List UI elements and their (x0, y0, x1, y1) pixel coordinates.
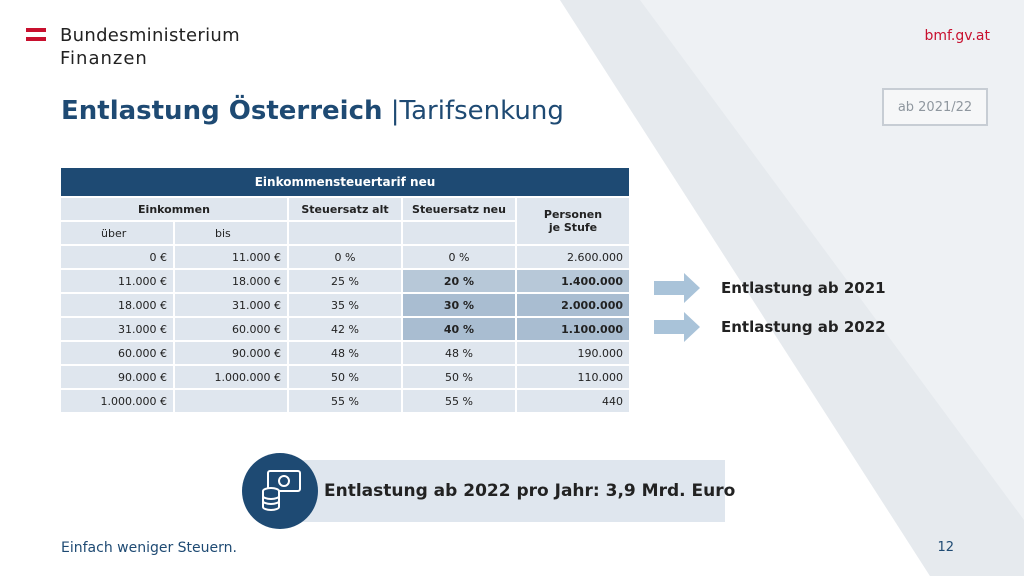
title-sub: Tarifsenkung (399, 96, 564, 126)
table-row: 0 € 11.000 € 0 % 0 % 2.600.000 (61, 246, 629, 268)
title-main: Entlastung Österreich (61, 96, 383, 126)
cell-neu: 40 % (403, 318, 515, 340)
cell-alt: 55 % (289, 390, 401, 412)
cell-bis: 31.000 € (175, 294, 287, 316)
cell-personen: 110.000 (517, 366, 629, 388)
cell-bis: 11.000 € (175, 246, 287, 268)
cell-ueber: 11.000 € (61, 270, 173, 292)
cell-personen: 1.400.000 (517, 270, 629, 292)
footer-slogan: Einfach weniger Steuern. (61, 540, 237, 556)
cell-ueber: 1.000.000 € (61, 390, 173, 412)
col-steuersatz-neu: Steuersatz neu (403, 198, 515, 220)
cell-bis (175, 390, 287, 412)
cell-alt: 50 % (289, 366, 401, 388)
cell-bis: 18.000 € (175, 270, 287, 292)
table-row: 60.000 € 90.000 € 48 % 48 % 190.000 (61, 342, 629, 364)
col-personen-line2: je Stufe (548, 221, 598, 234)
col-personen-line1: Personen (543, 208, 603, 221)
table-row: 90.000 € 1.000.000 € 50 % 50 % 110.000 (61, 366, 629, 388)
cell-ueber: 60.000 € (61, 342, 173, 364)
cell-alt: 35 % (289, 294, 401, 316)
table-row: 11.000 € 18.000 € 25 % 20 % 1.400.000 (61, 270, 629, 292)
cell-ueber: 0 € (61, 246, 173, 268)
cell-ueber: 31.000 € (61, 318, 173, 340)
cell-neu: 48 % (403, 342, 515, 364)
sub-bis: bis (175, 222, 287, 244)
tax-table: Einkommensteuertarif neu Einkommen Steue… (59, 166, 631, 414)
cell-ueber: 90.000 € (61, 366, 173, 388)
austrian-flag-icon (26, 28, 46, 42)
col-einkommen: Einkommen (61, 198, 287, 220)
logo-line1: Bundesministerium (60, 25, 240, 46)
money-coins-icon (242, 453, 318, 529)
cell-neu: 55 % (403, 390, 515, 412)
cell-personen: 440 (517, 390, 629, 412)
title-separator: | (390, 96, 400, 126)
entlastung-2021-label: Entlastung ab 2021 (721, 279, 886, 297)
cell-bis: 90.000 € (175, 342, 287, 364)
cell-personen: 190.000 (517, 342, 629, 364)
site-link[interactable]: bmf.gv.at (924, 28, 991, 44)
sub-empty-alt (289, 222, 401, 244)
sub-empty-neu (403, 222, 515, 244)
cell-alt: 0 % (289, 246, 401, 268)
cell-personen: 2.000.000 (517, 294, 629, 316)
page-number: 12 (937, 540, 954, 555)
cell-alt: 25 % (289, 270, 401, 292)
table-row: 18.000 € 31.000 € 35 % 30 % 2.000.000 (61, 294, 629, 316)
cell-neu: 20 % (403, 270, 515, 292)
cell-bis: 1.000.000 € (175, 366, 287, 388)
summary-banner (292, 460, 725, 522)
col-steuersatz-alt: Steuersatz alt (289, 198, 401, 220)
page-title: Entlastung Österreich |Tarifsenkung (61, 96, 564, 126)
table-row: 31.000 € 60.000 € 42 % 40 % 1.100.000 (61, 318, 629, 340)
table-caption: Einkommensteuertarif neu (61, 168, 629, 196)
entlastung-2022-label: Entlastung ab 2022 (721, 318, 886, 336)
cell-bis: 60.000 € (175, 318, 287, 340)
summary-text: Entlastung ab 2022 pro Jahr: 3,9 Mrd. Eu… (324, 481, 736, 501)
sub-ueber: über (61, 222, 173, 244)
arrow-right-icon (654, 312, 700, 342)
cell-personen: 2.600.000 (517, 246, 629, 268)
cell-alt: 48 % (289, 342, 401, 364)
cell-neu: 50 % (403, 366, 515, 388)
cell-ueber: 18.000 € (61, 294, 173, 316)
arrow-right-icon (654, 273, 700, 303)
year-badge: ab 2021/22 (882, 88, 988, 126)
col-personen: Personen je Stufe (517, 198, 629, 244)
cell-neu: 30 % (403, 294, 515, 316)
logo-line2: Finanzen (60, 48, 148, 69)
cell-alt: 42 % (289, 318, 401, 340)
cell-personen: 1.100.000 (517, 318, 629, 340)
cell-neu: 0 % (403, 246, 515, 268)
table-row: 1.000.000 € 55 % 55 % 440 (61, 390, 629, 412)
